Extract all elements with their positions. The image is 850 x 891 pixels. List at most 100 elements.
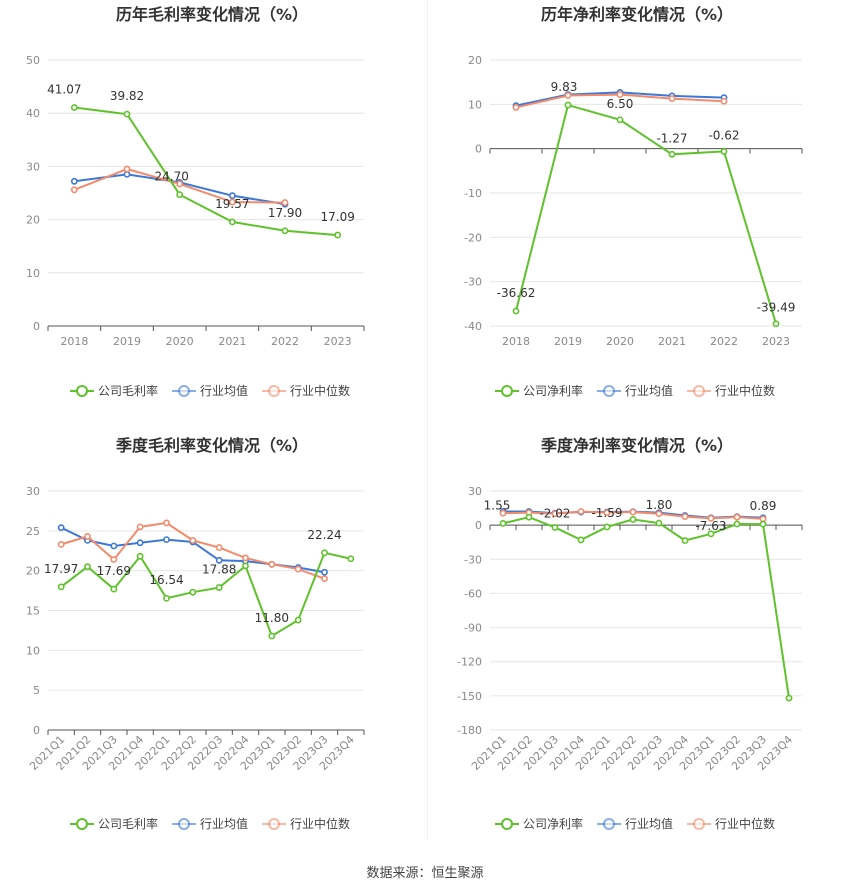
x-tick-label: 2019 — [554, 335, 582, 348]
data-point — [681, 513, 689, 521]
data-label: 22.24 — [307, 528, 341, 542]
data-point — [57, 583, 65, 591]
data-point — [321, 568, 328, 576]
y-tick-label: 0 — [475, 143, 482, 156]
data-point — [733, 513, 741, 521]
data-point — [347, 555, 355, 563]
data-point — [616, 91, 624, 98]
x-tick-label: 2020 — [166, 335, 194, 348]
data-label: 17.88 — [202, 563, 236, 577]
data-point — [564, 92, 572, 99]
data-point — [321, 549, 328, 557]
data-point — [123, 165, 131, 173]
data-label: -36.62 — [497, 286, 536, 300]
y-tick-label: -120 — [457, 656, 482, 669]
data-point — [268, 632, 276, 640]
y-tick-label: -20 — [464, 231, 482, 244]
data-label: 17.69 — [97, 564, 131, 578]
data-point — [163, 519, 170, 527]
data-point — [577, 536, 585, 544]
chart-title: 季度净利率变化情况（%） — [540, 436, 733, 455]
y-tick-label: -30 — [464, 276, 482, 289]
y-tick-label: 50 — [26, 54, 40, 67]
y-tick-label: 0 — [33, 724, 40, 737]
source-label: 数据来源：恒生聚源 — [366, 866, 484, 881]
y-tick-label: 40 — [26, 107, 40, 120]
data-point — [551, 510, 559, 518]
data-point — [577, 508, 585, 515]
legend-label: 公司净利率 — [523, 383, 583, 398]
data-label: 0.89 — [750, 499, 777, 513]
data-point — [136, 552, 144, 560]
data-point — [294, 565, 302, 573]
legend-item: 行业中位数 — [262, 383, 350, 398]
legend-item: 行业中位数 — [687, 816, 775, 831]
legend-label: 行业均值 — [200, 383, 248, 398]
y-tick-label: 30 — [26, 485, 40, 498]
data-label: 41.07 — [47, 83, 81, 97]
data-label: 39.82 — [110, 89, 144, 103]
data-point — [57, 524, 65, 532]
legend-marker — [501, 385, 513, 397]
legend-item: 行业中位数 — [687, 383, 775, 398]
data-point — [281, 227, 289, 235]
y-tick-label: 15 — [26, 605, 40, 618]
data-point — [242, 562, 249, 570]
data-point — [668, 95, 676, 102]
data-point — [629, 508, 637, 516]
data-point — [668, 150, 676, 158]
data-point — [215, 544, 223, 551]
data-point — [707, 530, 715, 538]
data-point — [603, 523, 611, 531]
y-tick-label: 5 — [33, 684, 40, 697]
y-tick-label: 0 — [475, 519, 482, 532]
data-point — [57, 540, 65, 548]
data-point — [228, 192, 236, 200]
data-point — [123, 110, 131, 118]
y-tick-label: -10 — [464, 187, 482, 200]
data-point — [70, 177, 78, 185]
y-tick-label: -60 — [464, 587, 482, 600]
legend-marker — [76, 385, 88, 397]
y-tick-label: -180 — [457, 724, 482, 737]
data-point — [499, 519, 507, 527]
data-point — [499, 509, 507, 517]
data-point — [720, 148, 728, 155]
data-point — [334, 231, 342, 239]
data-point — [564, 101, 572, 109]
data-label: 9.83 — [551, 80, 578, 94]
panel-divider — [427, 0, 428, 840]
data-point — [70, 186, 78, 194]
chart-2: 历年净利率变化情况（%） -40 -30 -20 -10 0 10 20 2018 2019 202… — [464, 5, 803, 398]
y-tick-label: 30 — [468, 485, 482, 498]
data-label: 1.80 — [646, 498, 673, 512]
y-tick-label: 20 — [26, 565, 40, 578]
legend-label: 公司毛利率 — [98, 816, 158, 831]
series-line — [74, 106, 338, 237]
legend-marker — [501, 818, 513, 830]
data-point — [512, 307, 520, 315]
data-label: -1.59 — [591, 506, 622, 520]
legend-item: 公司净利率 — [495, 816, 583, 831]
x-tick-label: 2020 — [606, 335, 634, 348]
data-label: 17.90 — [268, 206, 302, 220]
chart-1: 历年毛利率变化情况（%） 0 10 20 30 40 50 2018 2019 2020 2021 2… — [26, 5, 365, 398]
data-point — [84, 533, 91, 540]
data-point — [215, 584, 223, 591]
data-point — [525, 513, 533, 521]
legend-label: 行业中位数 — [290, 816, 350, 831]
legend-label: 行业均值 — [625, 816, 673, 831]
data-point — [136, 523, 144, 531]
data-point — [176, 191, 184, 198]
data-point — [733, 520, 741, 528]
x-tick-label: 2023 — [324, 335, 352, 348]
data-point — [655, 510, 663, 518]
data-point — [70, 104, 78, 111]
data-point — [84, 563, 91, 571]
data-label: 19.57 — [215, 197, 249, 211]
chart-title: 历年毛利率变化情况（%） — [116, 5, 308, 24]
y-tick-label: -150 — [457, 690, 482, 703]
legend-item: 行业均值 — [597, 816, 673, 831]
data-point — [228, 198, 236, 206]
